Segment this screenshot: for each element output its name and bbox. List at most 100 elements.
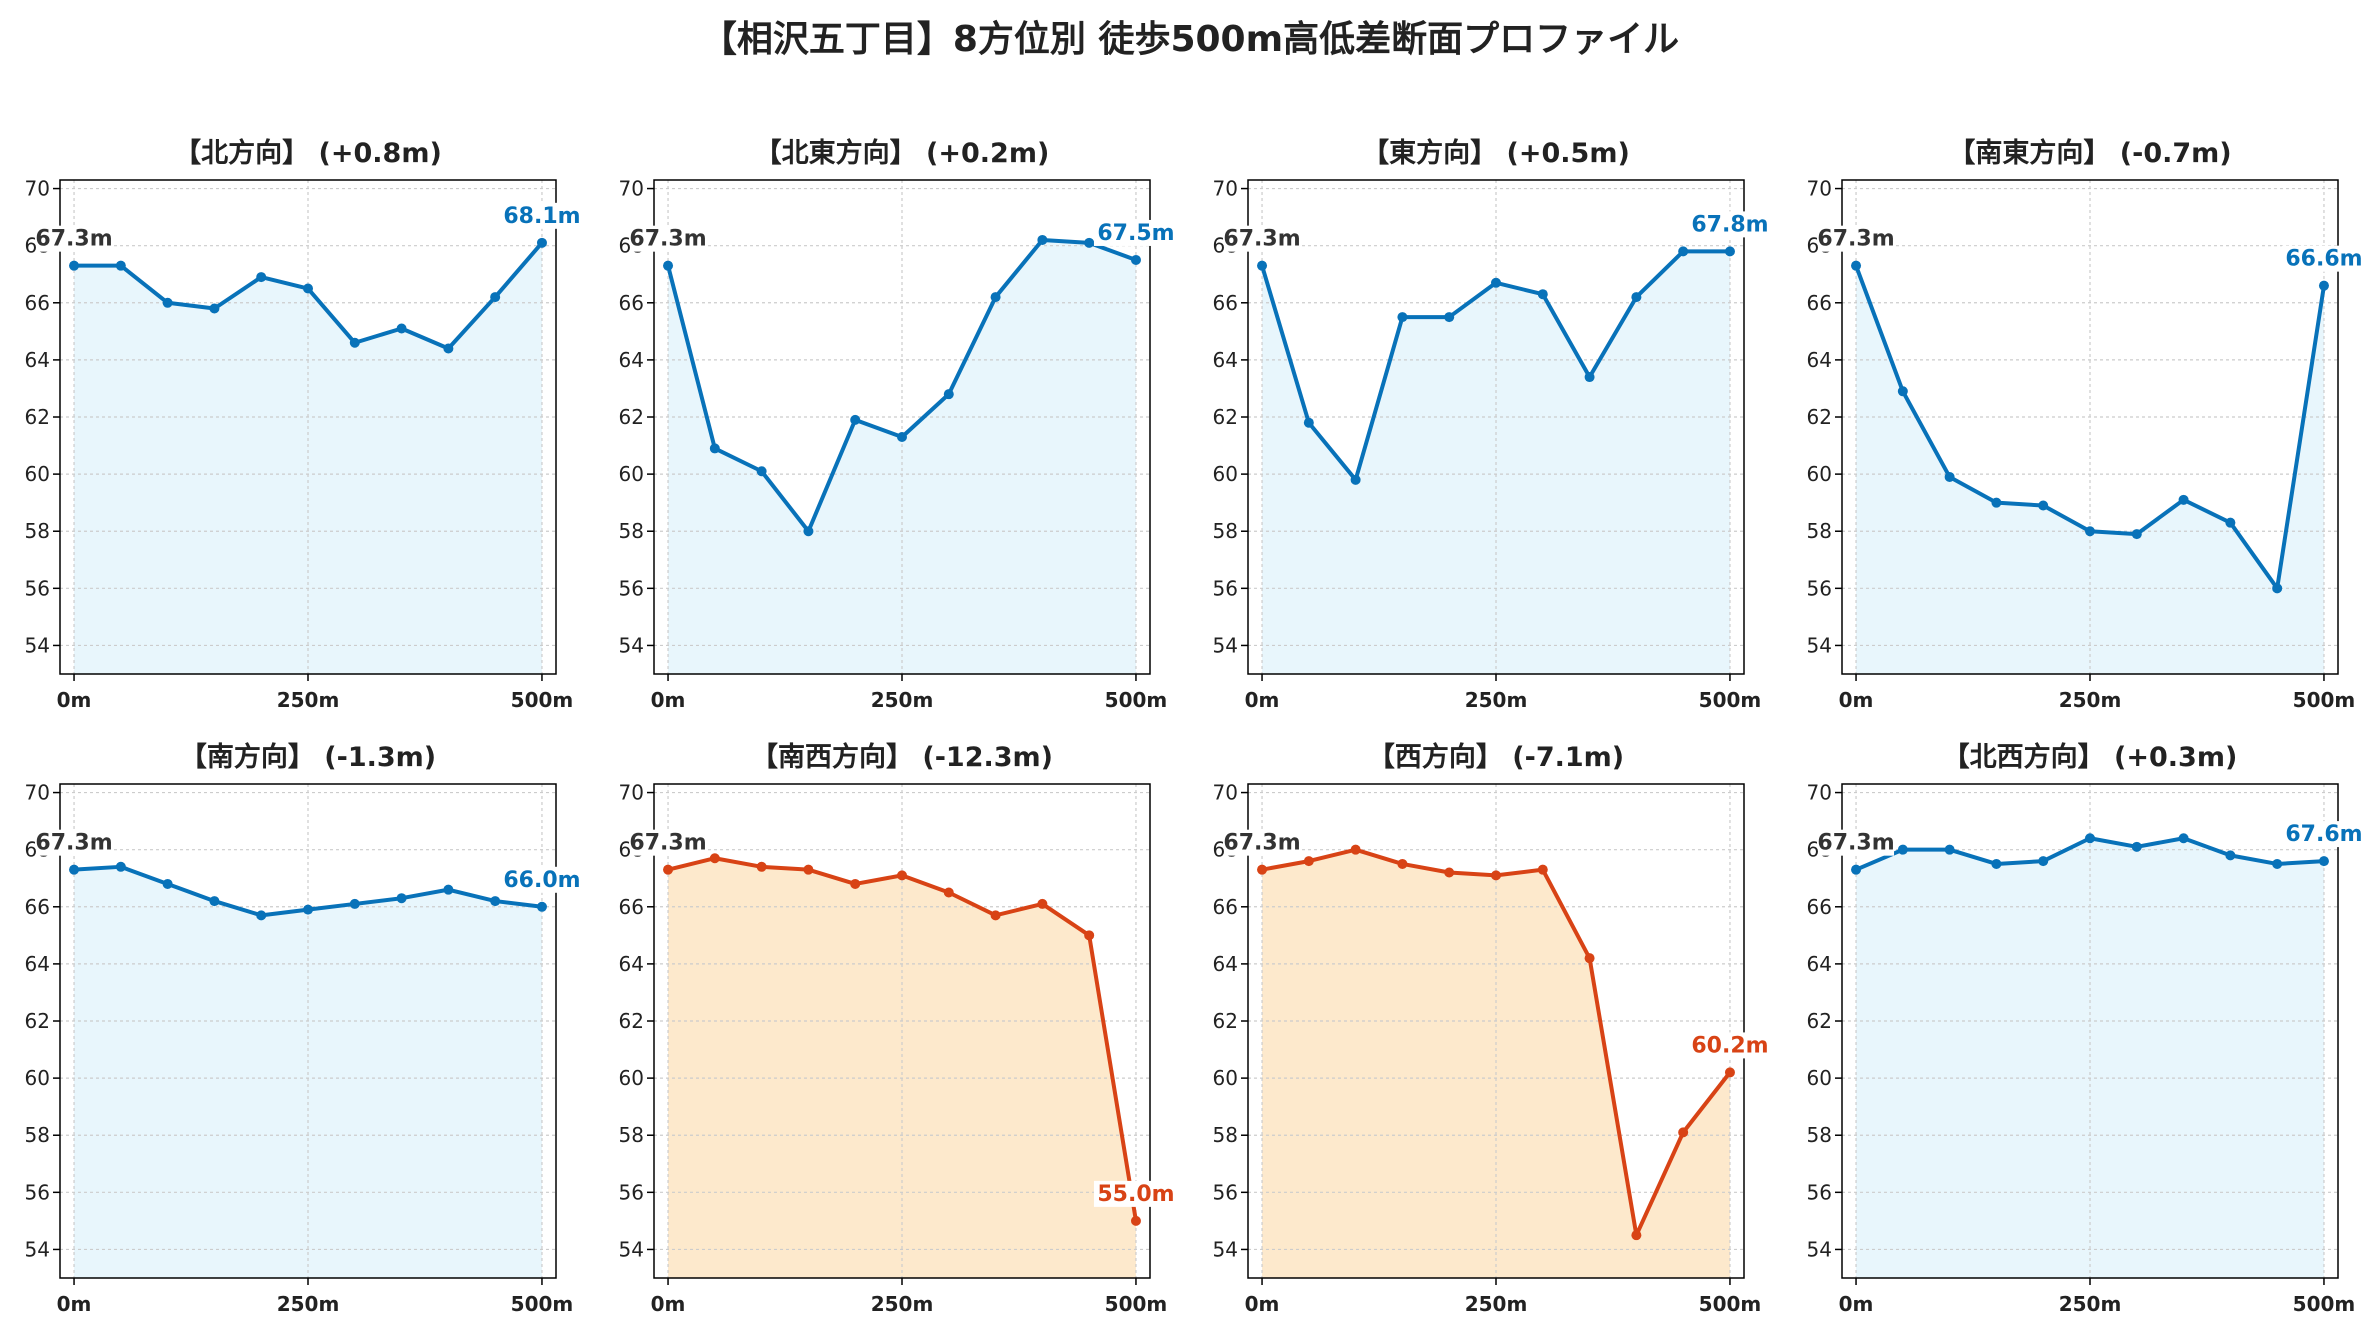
data-point [1851, 260, 1862, 271]
y-tick-label: 60 [619, 462, 644, 486]
start-label: 67.3m [629, 831, 706, 856]
y-tick-label: 58 [619, 1123, 644, 1147]
x-tick-label: 250m [277, 1292, 340, 1316]
y-tick-label: 62 [619, 1009, 644, 1033]
data-point [256, 272, 267, 283]
subplot-7: 【北西方向】 (+0.3m)5456586062646668700m250m50… [1807, 741, 2366, 1316]
y-tick-label: 62 [1213, 405, 1238, 429]
end-label: 66.0m [503, 868, 580, 893]
start-label: 67.3m [629, 227, 706, 252]
y-tick-label: 62 [25, 1009, 50, 1033]
data-point [663, 864, 674, 875]
data-point [396, 323, 407, 334]
start-label-box [36, 829, 113, 856]
data-point [756, 861, 767, 872]
y-tick-label: 54 [1213, 1237, 1238, 1261]
subplot-title: 【東方向】 (+0.5m) [1362, 137, 1630, 169]
y-tick-label: 54 [1807, 633, 1832, 657]
y-tick-label: 58 [619, 519, 644, 543]
subplot-title: 【南西方向】 (-12.3m) [751, 741, 1053, 773]
y-tick-label: 64 [1213, 348, 1238, 372]
start-label-box [630, 225, 707, 252]
data-point [349, 337, 360, 348]
data-point [162, 297, 173, 308]
y-tick-label: 62 [1807, 1009, 1832, 1033]
data-point [2085, 833, 2095, 844]
subplot-title: 【北方向】 (+0.8m) [174, 137, 442, 169]
start-label-box [1224, 225, 1301, 252]
x-tick-label: 250m [1465, 1292, 1528, 1316]
data-point [115, 260, 126, 271]
y-tick-label: 62 [1807, 405, 1832, 429]
data-point [443, 884, 454, 895]
y-tick-label: 60 [1213, 1066, 1238, 1090]
data-point [990, 910, 1001, 921]
data-point [897, 431, 907, 442]
data-point [2038, 856, 2049, 867]
start-label-box [36, 225, 113, 252]
data-point [803, 526, 814, 537]
data-point [1257, 864, 1268, 875]
data-point [2085, 526, 2095, 537]
data-point [256, 910, 267, 921]
y-tick-label: 70 [1807, 781, 1832, 805]
data-point [1724, 1067, 1735, 1078]
end-label: 60.2m [1691, 1033, 1768, 1058]
end-label: 67.5m [1097, 221, 1174, 246]
end-label-box [499, 866, 584, 893]
data-point [990, 292, 1001, 303]
subplot-4: 【南方向】 (-1.3m)5456586062646668700m250m500… [25, 741, 584, 1316]
data-point [1724, 246, 1735, 257]
data-point [850, 414, 861, 425]
y-tick-label: 56 [25, 576, 50, 600]
y-tick-label: 64 [619, 952, 644, 976]
data-point [2318, 856, 2329, 867]
data-point [2318, 280, 2329, 291]
data-point [850, 878, 861, 889]
y-tick-label: 66 [25, 895, 50, 919]
data-point [1584, 372, 1595, 383]
data-point [1444, 312, 1455, 323]
y-tick-label: 64 [25, 952, 50, 976]
data-point [709, 443, 720, 454]
y-tick-label: 54 [1213, 633, 1238, 657]
data-point [536, 237, 547, 248]
y-tick-label: 70 [1213, 177, 1238, 201]
start-label: 67.3m [35, 831, 112, 856]
end-label: 67.6m [2285, 822, 2362, 847]
figure-title: 【相沢五丁目】8方位別 徒歩500m高低差断面プロファイル [700, 19, 1680, 60]
y-tick-label: 64 [25, 348, 50, 372]
data-point [162, 878, 173, 889]
x-tick-label: 0m [1839, 1292, 1874, 1316]
data-point [2178, 833, 2189, 844]
y-tick-label: 54 [25, 633, 50, 657]
y-tick-label: 58 [1213, 519, 1238, 543]
data-point [2131, 841, 2142, 852]
data-point [209, 303, 220, 314]
data-point [1944, 844, 1955, 855]
subplot-title: 【西方向】 (-7.1m) [1368, 741, 1624, 773]
y-tick-label: 70 [25, 177, 50, 201]
x-tick-label: 500m [1105, 1292, 1168, 1316]
y-tick-label: 64 [1807, 952, 1832, 976]
data-point [1397, 312, 1408, 323]
area-fill [1856, 265, 2324, 674]
data-point [1084, 930, 1095, 941]
data-point [2225, 850, 2236, 861]
y-tick-label: 56 [619, 1180, 644, 1204]
data-point [303, 904, 313, 915]
y-tick-label: 62 [25, 405, 50, 429]
y-tick-label: 66 [619, 895, 644, 919]
data-point [803, 864, 814, 875]
subplot-title: 【北西方向】 (+0.3m) [1943, 741, 2238, 773]
data-point [663, 260, 674, 271]
x-tick-label: 0m [651, 1292, 686, 1316]
data-point [709, 853, 720, 864]
y-tick-label: 66 [1213, 291, 1238, 315]
data-point [2272, 583, 2283, 594]
data-point [1303, 856, 1314, 867]
y-tick-label: 60 [619, 1066, 644, 1090]
subplot-title: 【北東方向】 (+0.2m) [755, 137, 1050, 169]
x-tick-label: 500m [1699, 1292, 1762, 1316]
y-tick-label: 58 [1213, 1123, 1238, 1147]
